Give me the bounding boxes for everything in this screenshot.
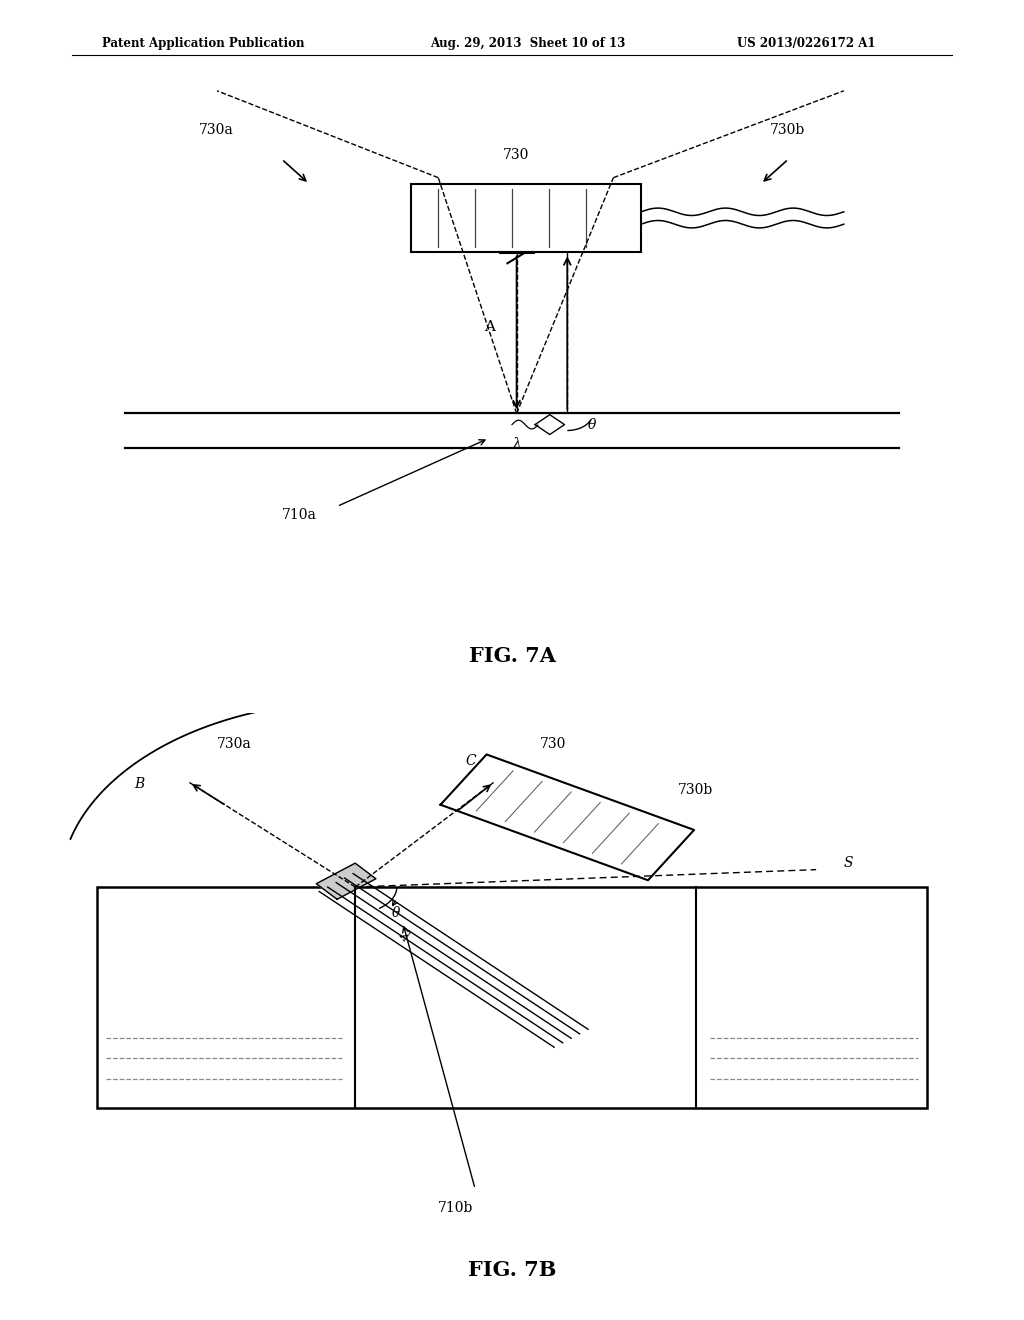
Text: 730: 730 — [540, 737, 566, 751]
Text: FIG. 7B: FIG. 7B — [468, 1261, 556, 1280]
Bar — [97, 887, 927, 1107]
Text: 730b: 730b — [770, 123, 805, 137]
Text: 730a: 730a — [199, 123, 233, 137]
Text: Aug. 29, 2013  Sheet 10 of 13: Aug. 29, 2013 Sheet 10 of 13 — [430, 37, 626, 50]
Text: S: S — [844, 855, 853, 870]
Text: C: C — [466, 754, 476, 768]
Text: 710b: 710b — [438, 1201, 474, 1216]
Text: 730a: 730a — [217, 737, 252, 751]
Text: 730: 730 — [503, 148, 529, 162]
Text: US 2013/0226172 A1: US 2013/0226172 A1 — [737, 37, 876, 50]
Text: θ: θ — [392, 907, 400, 920]
Text: Patent Application Publication: Patent Application Publication — [102, 37, 305, 50]
Text: 710a: 710a — [282, 508, 316, 521]
Polygon shape — [440, 755, 694, 880]
Text: λ: λ — [396, 928, 413, 944]
Text: θ: θ — [588, 418, 596, 432]
Text: λ: λ — [512, 437, 521, 450]
Text: 730b: 730b — [678, 783, 713, 797]
Text: A: A — [484, 319, 496, 334]
Text: B: B — [134, 777, 144, 791]
Bar — [411, 183, 641, 252]
Polygon shape — [316, 863, 376, 899]
Text: FIG. 7A: FIG. 7A — [469, 645, 555, 665]
